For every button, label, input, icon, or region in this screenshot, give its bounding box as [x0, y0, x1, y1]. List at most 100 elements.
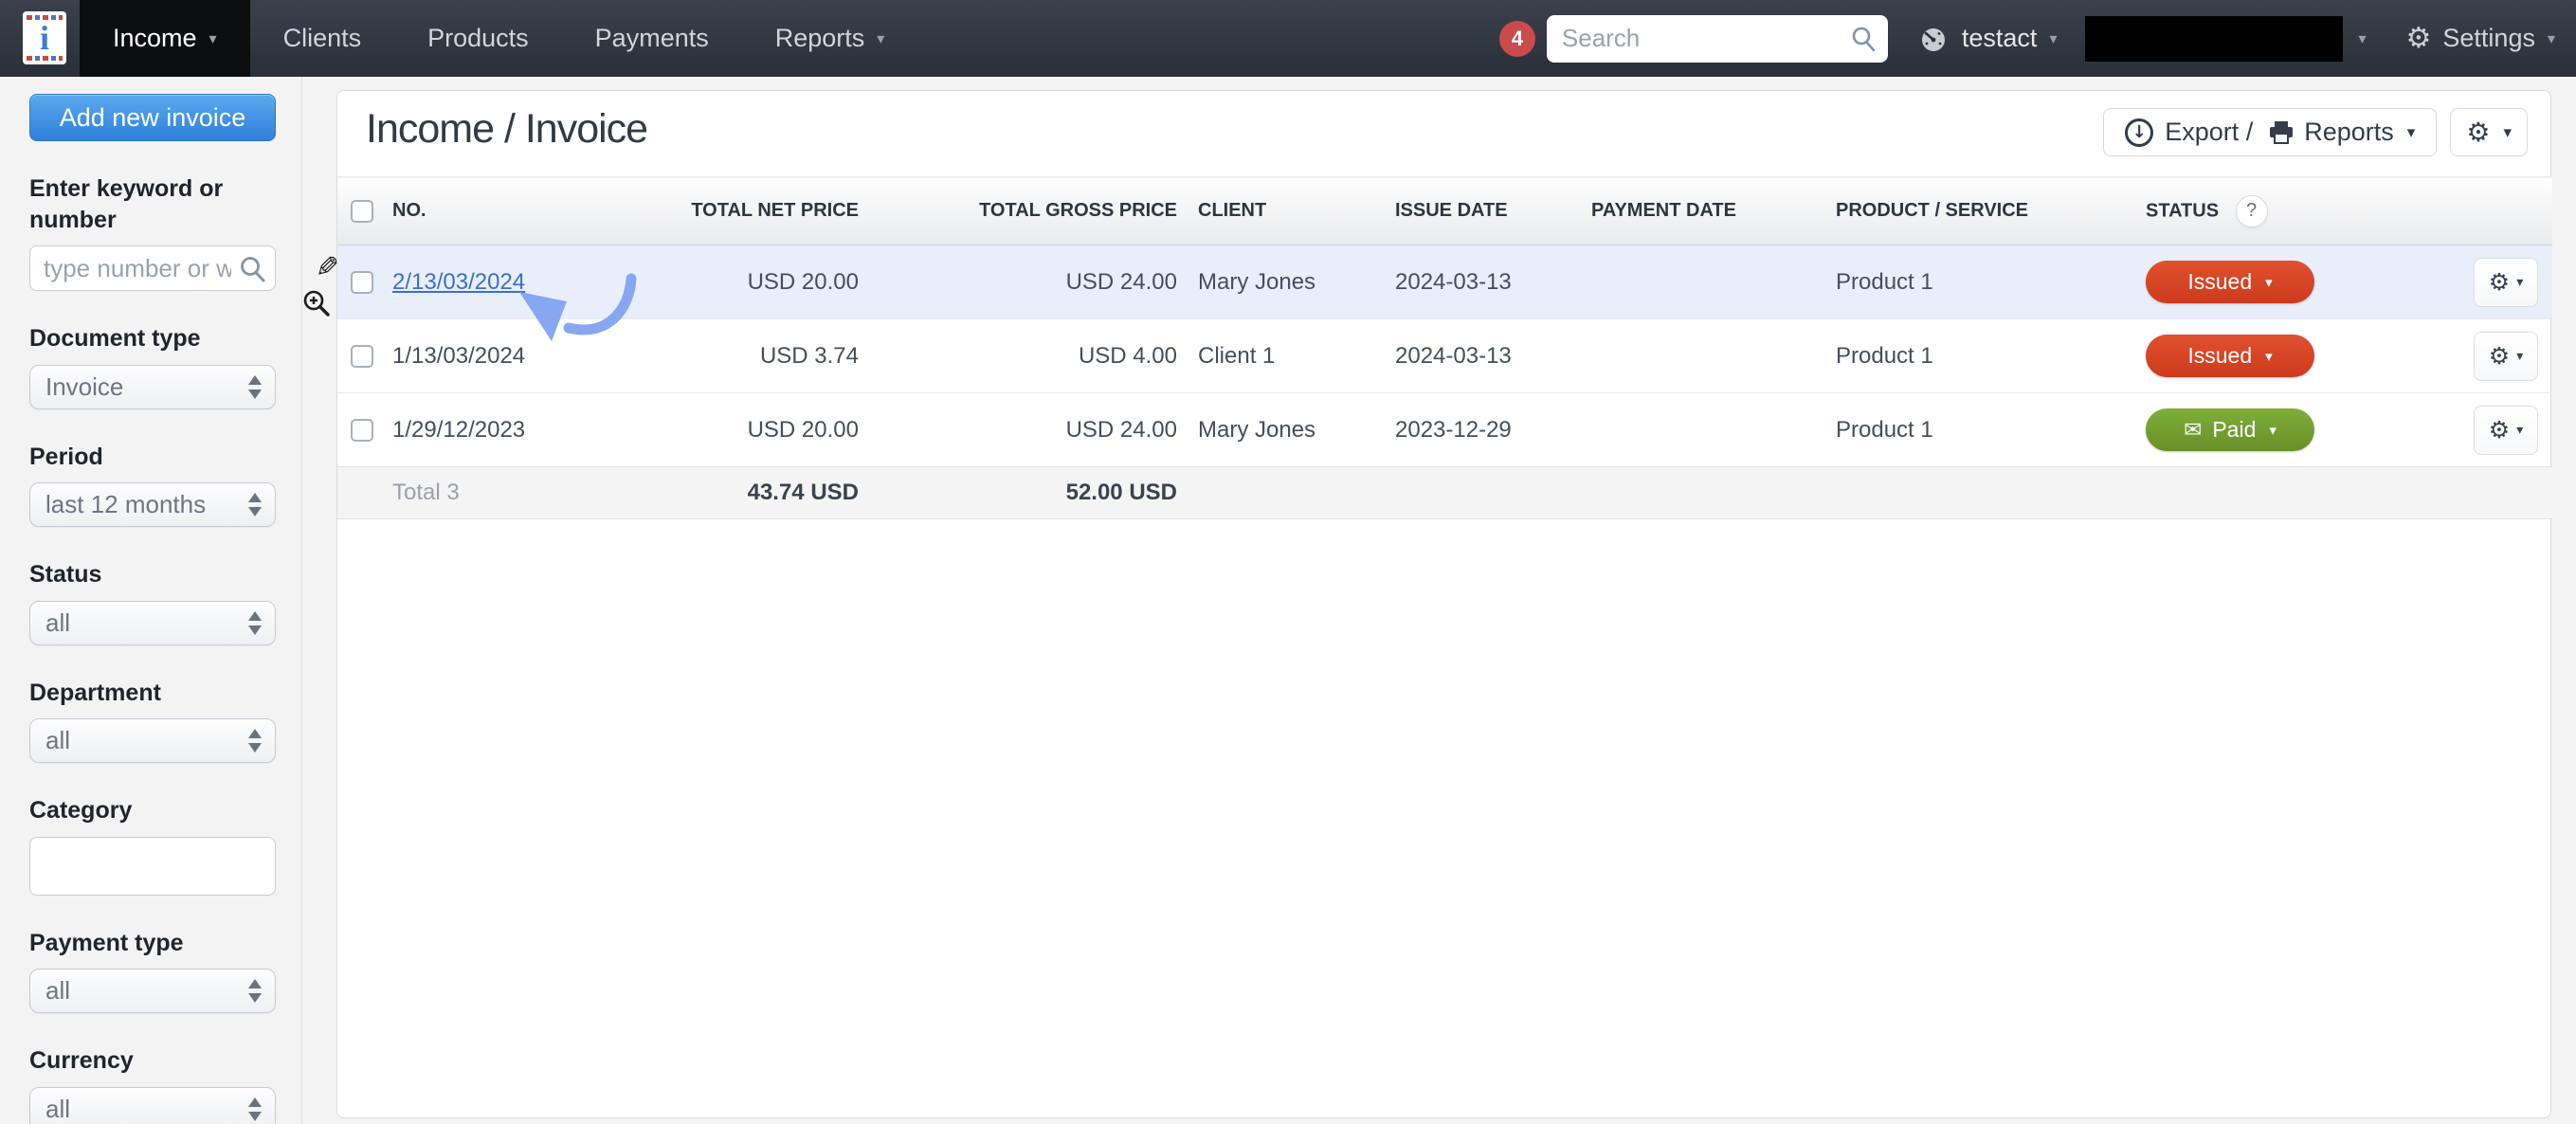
- zoom-in-icon[interactable]: [301, 288, 332, 318]
- col-header-payment-date[interactable]: PAYMENT DATE: [1580, 176, 1824, 245]
- document-type-select[interactable]: Invoice: [29, 364, 276, 409]
- row-quick-actions: ✎: [301, 251, 339, 318]
- col-header-issue-date[interactable]: ISSUE DATE: [1384, 176, 1580, 245]
- total-net-amount: 43.74 USD: [747, 480, 859, 505]
- notification-badge[interactable]: 4: [1498, 20, 1535, 57]
- select-arrows-icon: [248, 610, 262, 635]
- currency-select[interactable]: all: [29, 1086, 276, 1124]
- col-header-no[interactable]: NO.: [381, 176, 688, 245]
- keyword-input[interactable]: [29, 245, 276, 291]
- invoice-number-cell[interactable]: 1/29/12/2023: [381, 392, 688, 467]
- issue-date-cell: 2023-12-29: [1384, 392, 1580, 467]
- department-select[interactable]: all: [29, 718, 276, 763]
- status-badge[interactable]: Issued ▾: [2146, 335, 2314, 377]
- nav-item-clients[interactable]: Clients: [250, 0, 395, 77]
- col-header-status[interactable]: STATUS ?: [2134, 176, 2451, 245]
- net-price-cell: USD 20.00: [688, 392, 868, 467]
- nav-item-income[interactable]: Income ▾: [80, 0, 250, 77]
- product-cell: Product 1: [1824, 392, 2134, 467]
- col-header-net[interactable]: TOTAL NET PRICE: [688, 176, 868, 245]
- status-value: all: [45, 607, 71, 637]
- chevron-down-icon: ▾: [2049, 29, 2058, 47]
- client-cell: Mary Jones: [1187, 392, 1384, 467]
- total-count-label: Total 3: [392, 480, 460, 505]
- select-all-checkbox[interactable]: [351, 199, 373, 223]
- navbar-right: 4 testact ▾ ▾ ⚙ Settings ▾: [1498, 0, 2576, 77]
- category-input[interactable]: [29, 836, 276, 896]
- table-row: 1/29/12/2023 USD 20.00 USD 24.00 Mary Jo…: [337, 392, 2552, 467]
- currency-label: Currency: [29, 1047, 134, 1074]
- payment-type-label: Payment type: [29, 929, 184, 956]
- total-row: Total 3 43.74 USD 52.00 USD: [337, 466, 2552, 519]
- department-label: Department: [29, 679, 161, 706]
- total-gross-amount: 52.00 USD: [1065, 480, 1177, 505]
- period-value: last 12 months: [45, 490, 207, 518]
- status-badge[interactable]: Issued ▾: [2146, 261, 2314, 303]
- col-header-gross[interactable]: TOTAL GROSS PRICE: [868, 176, 1187, 245]
- row-checkbox[interactable]: [351, 419, 373, 443]
- col-header-client[interactable]: CLIENT: [1187, 176, 1384, 245]
- chevron-down-icon: ▾: [2265, 273, 2273, 291]
- status-badge[interactable]: ✉ Paid ▾: [2146, 408, 2314, 451]
- header-actions: ↓ Export / Reports ▾ ⚙ ▾: [2103, 108, 2528, 156]
- top-navbar: i Income ▾ Clients Products Payments Rep…: [0, 0, 2576, 77]
- panel-header: Income / Invoice ↓ Export / Reports ▾ ⚙ …: [337, 91, 2550, 176]
- invoice-number-link[interactable]: 2/13/03/2024: [392, 268, 526, 295]
- row-checkbox[interactable]: [351, 345, 373, 369]
- export-reports-button[interactable]: ↓ Export / Reports ▾: [2103, 108, 2438, 156]
- select-arrows-icon: [248, 1097, 262, 1121]
- filter-sidebar: Add new invoice Enter keyword or number …: [0, 77, 301, 1124]
- nav-item-products[interactable]: Products: [394, 0, 562, 77]
- row-actions-button[interactable]: ⚙ ▾: [2474, 331, 2538, 381]
- redacted-account-info[interactable]: [2085, 15, 2344, 62]
- chevron-down-icon: ▾: [209, 29, 217, 47]
- table-header-row: NO. TOTAL NET PRICE TOTAL GROSS PRICE CL…: [337, 176, 2552, 245]
- document-type-value: Invoice: [45, 372, 124, 401]
- settings-menu[interactable]: ⚙ Settings ▾: [2406, 22, 2556, 55]
- gross-price-cell: USD 24.00: [868, 392, 1187, 467]
- invoice-table: NO. TOTAL NET PRICE TOTAL GROSS PRICE CL…: [337, 176, 2552, 519]
- chevron-down-icon: ▾: [877, 29, 885, 47]
- chevron-down-icon: ▾: [2516, 348, 2524, 364]
- document-type-label: Document type: [29, 325, 201, 352]
- add-new-invoice-button[interactable]: Add new invoice: [29, 94, 276, 141]
- payment-type-select[interactable]: all: [29, 969, 276, 1013]
- chevron-down-icon: ▾: [2547, 29, 2555, 47]
- category-label: Category: [29, 797, 133, 824]
- period-select[interactable]: last 12 months: [29, 482, 276, 527]
- chevron-down-icon[interactable]: ▾: [2358, 29, 2367, 47]
- envelope-icon: ✉: [2184, 417, 2203, 443]
- app-logo[interactable]: i: [23, 11, 66, 64]
- edit-pencil-icon[interactable]: ✎: [315, 251, 339, 284]
- net-price-cell: USD 3.74: [688, 318, 868, 393]
- search-input[interactable]: [1546, 14, 1888, 63]
- invoice-number-cell[interactable]: 1/13/03/2024: [381, 318, 688, 393]
- row-checkbox[interactable]: [351, 271, 373, 295]
- global-search: [1546, 14, 1888, 63]
- gear-icon: ⚙: [2488, 416, 2511, 444]
- nav-item-label: Products: [427, 24, 529, 52]
- nav-item-payments[interactable]: Payments: [562, 0, 742, 77]
- row-actions-button[interactable]: ⚙ ▾: [2474, 405, 2538, 455]
- gear-icon: ⚙: [2466, 117, 2491, 148]
- status-label: Status: [29, 561, 102, 588]
- table-settings-button[interactable]: ⚙ ▾: [2450, 108, 2528, 156]
- period-label: Period: [29, 443, 103, 470]
- chevron-down-icon: ▾: [2265, 347, 2273, 365]
- col-header-product[interactable]: PRODUCT / SERVICE: [1824, 176, 2134, 245]
- product-cell: Product 1: [1824, 318, 2134, 393]
- settings-label: Settings: [2442, 24, 2535, 52]
- search-icon: [1852, 27, 1876, 51]
- status-help-icon[interactable]: ?: [2235, 194, 2268, 227]
- account-menu[interactable]: testact ▾: [1918, 24, 2058, 54]
- payment-date-cell: [1580, 245, 1824, 319]
- gross-price-cell: USD 4.00: [868, 318, 1187, 393]
- nav-item-reports[interactable]: Reports ▾: [742, 0, 918, 77]
- row-actions-button[interactable]: ⚙ ▾: [2474, 257, 2538, 307]
- net-price-cell: USD 20.00: [688, 245, 868, 319]
- logo-letter: i: [39, 19, 49, 57]
- status-select[interactable]: all: [29, 600, 276, 645]
- nav-item-label: Clients: [282, 24, 362, 52]
- payment-date-cell: [1580, 318, 1824, 393]
- chevron-down-icon: ▾: [2516, 274, 2524, 290]
